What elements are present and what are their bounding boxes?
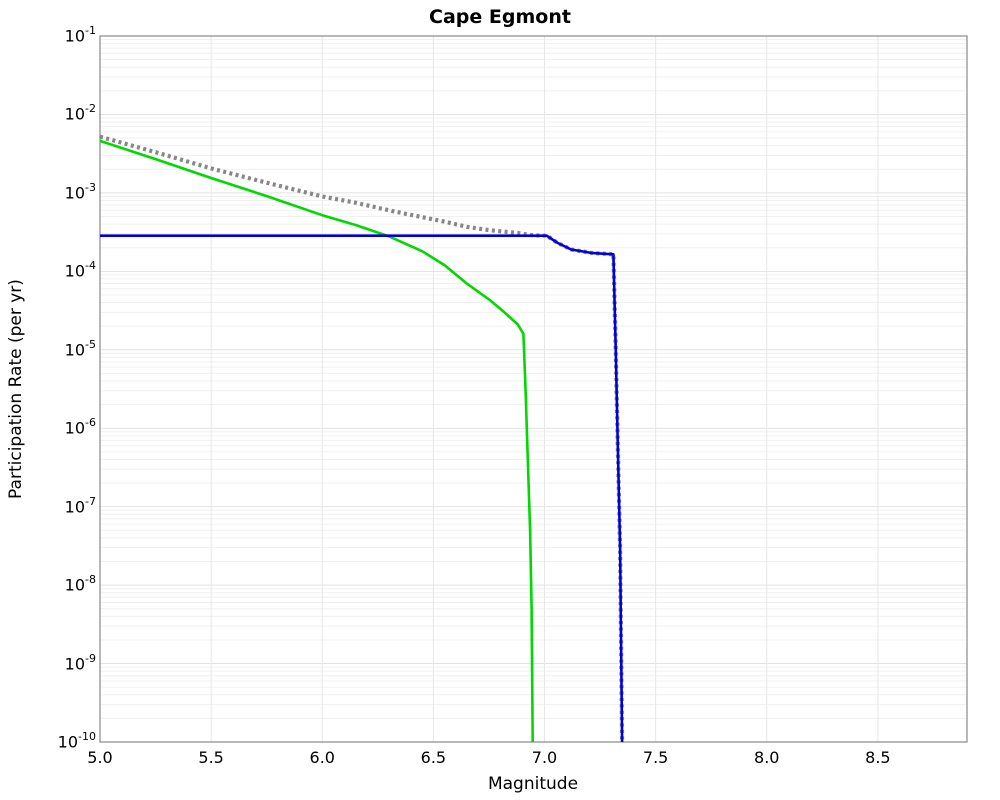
x-tick-label: 8.0 (754, 748, 780, 767)
y-axis-label: Participation Rate (per yr) (6, 279, 26, 499)
x-tick-label: 5.5 (198, 748, 224, 767)
series-gray-dotted-line (99, 134, 625, 743)
y-tick-label: 10-3 (64, 180, 96, 203)
x-tick-label: 5.0 (87, 748, 113, 767)
x-tick-label: 6.0 (309, 748, 335, 767)
series-blue-solid-line (100, 234, 624, 743)
y-tick-label: 10-10 (57, 730, 96, 752)
y-tick-label: 10-2 (64, 102, 96, 124)
chart-title: Cape Egmont (429, 6, 571, 28)
y-tick-label: 10-8 (64, 573, 96, 595)
x-tick-label: 7.5 (642, 748, 669, 767)
y-tick-label: 10-5 (64, 337, 96, 360)
x-tick-label: 7.0 (531, 748, 558, 767)
x-tick-label: 6.5 (420, 748, 447, 767)
series-green-solid-line (99, 139, 534, 743)
y-tick-label: 10-1 (64, 24, 96, 46)
y-tick-label: 10-6 (64, 416, 96, 438)
plot-border (99, 35, 968, 743)
y-tick-label: 10-9 (64, 651, 96, 673)
y-tick-label: 10-4 (64, 259, 96, 281)
x-tick-label: 8.5 (865, 748, 891, 767)
y-tick-label: 10-7 (64, 494, 96, 517)
x-axis-label: Magnitude (487, 774, 579, 794)
